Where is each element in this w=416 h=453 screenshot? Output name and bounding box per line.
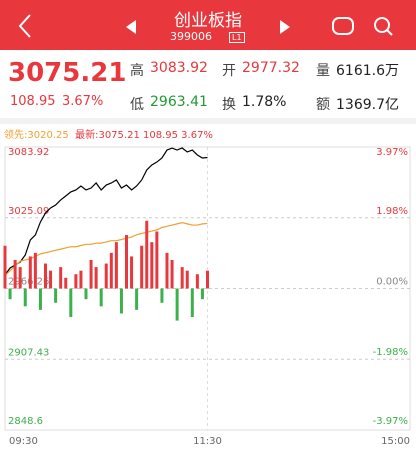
volume-bar	[13, 259, 17, 289]
quote-label: 高	[130, 63, 144, 79]
y2-tick-label: 3.97%	[376, 147, 408, 158]
header: 创业板指 399006 L1	[0, 0, 416, 50]
quote-value: 6161.6万	[336, 63, 399, 79]
volume-bar	[185, 270, 189, 289]
price-line	[4, 222, 208, 277]
quote-value: 1369.7亿	[336, 97, 399, 113]
quote-value: 2977.32	[242, 60, 300, 76]
quote-value: 3083.92	[150, 60, 208, 76]
volume-bar	[114, 242, 118, 289]
volume-bar	[125, 235, 128, 289]
quote-label: 量	[316, 63, 330, 79]
y-tick-label: 2907.43	[8, 347, 49, 358]
quote: 3075.21 108.95 3.67% 高 3083.92 开 2977.32 量 61…	[0, 50, 416, 118]
volume-bar	[59, 267, 63, 289]
quote-label: 低	[130, 97, 144, 113]
volume-bar	[206, 270, 209, 289]
volume-bar	[84, 288, 88, 300]
volume-bar	[79, 270, 83, 289]
volume-bar	[195, 274, 199, 289]
code: 399006	[170, 30, 212, 43]
separator	[0, 118, 416, 124]
y2-tick-label: 1.98%	[376, 206, 408, 217]
volume-bar	[109, 252, 113, 289]
volume-bar	[200, 288, 204, 300]
prev-button[interactable]	[126, 20, 136, 34]
volume-bar	[119, 288, 123, 314]
volume-bar	[150, 242, 154, 289]
volume-bar	[69, 288, 73, 318]
latest-label: 最新:3075.21 108.95 3.67%	[75, 130, 213, 141]
lead-label: 领先:3020.25	[4, 130, 69, 141]
y2-tick-label: -1.98%	[373, 347, 408, 358]
change-pct: 3.67%	[62, 94, 104, 109]
y2-tick-label: -3.97%	[373, 416, 408, 427]
volume-bar	[165, 252, 169, 289]
next-button[interactable]	[280, 20, 290, 34]
search-icon-handle	[386, 29, 393, 36]
volume-bar	[49, 270, 53, 289]
quote-value: 1.78%	[242, 94, 287, 110]
price-line	[4, 147, 208, 276]
x-tick-label: 09:30	[9, 436, 38, 447]
search-icon[interactable]	[374, 17, 390, 33]
chart: 09:30 11:30 15:00 3083.92 3025.09 2966.26 2907…	[3, 146, 411, 447]
volume-bar	[170, 259, 174, 289]
y-tick-label: 3083.92	[8, 147, 49, 158]
volume-bar	[104, 263, 108, 289]
volume-bar	[135, 288, 139, 310]
x-tick-label: 11:30	[193, 436, 222, 447]
robot-icon[interactable]	[332, 17, 354, 35]
change: 108.95	[10, 94, 56, 109]
volume-bar	[180, 267, 184, 289]
volume-bar	[8, 288, 12, 300]
quote-label: 换	[222, 97, 236, 113]
badge: L1	[229, 32, 245, 43]
volume-bar	[38, 288, 42, 310]
y-tick-label: 3025.09	[8, 206, 49, 217]
volume-bar	[145, 220, 149, 289]
volume-bar	[23, 288, 27, 307]
volume-bar	[74, 274, 78, 289]
volume-bar	[130, 256, 134, 289]
volume-bar	[3, 245, 7, 289]
volume-bar	[64, 277, 68, 289]
volume-bar	[89, 259, 93, 289]
header-icons	[18, 14, 393, 38]
volume-bar	[33, 252, 37, 289]
volume-bar	[44, 263, 47, 289]
volume-bar	[54, 288, 58, 303]
title: 创业板指	[174, 11, 242, 31]
volume-bar	[140, 245, 144, 289]
volume-bar	[94, 267, 98, 289]
volume-bar	[99, 288, 103, 307]
price: 3075.21	[8, 58, 127, 88]
volume-bar	[175, 288, 179, 321]
volume-bar	[18, 267, 22, 289]
volume-bar	[28, 256, 32, 289]
y-tick-label: 2966.26	[8, 277, 49, 288]
volume-bar	[155, 231, 159, 289]
x-tick-label: 15:00	[381, 436, 410, 447]
volume-bar	[160, 288, 164, 303]
legend-bar: 领先:3020.25 最新:3075.21 108.95 3.67%	[4, 126, 213, 141]
quote-label: 额	[316, 97, 330, 113]
volume-bar	[190, 288, 194, 318]
quote-value: 2963.41	[150, 94, 208, 110]
quote-label: 开	[222, 63, 236, 79]
y2-tick-label: 0.00%	[376, 277, 408, 288]
back-button[interactable]	[18, 14, 31, 38]
y-tick-label: 2848.6	[8, 416, 43, 427]
